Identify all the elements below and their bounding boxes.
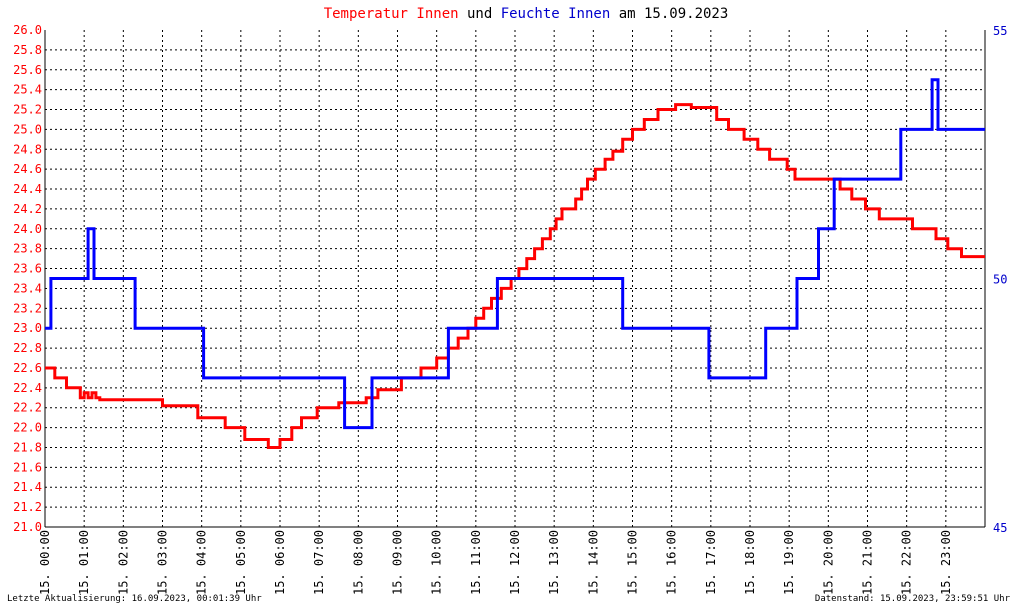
- x-tick-label: 15. 06:00: [273, 530, 287, 595]
- y-left-tick-label: 21.8: [13, 440, 42, 454]
- y-left-tick-label: 23.6: [13, 262, 42, 276]
- y-left-tick-label: 23.4: [13, 281, 42, 295]
- x-tick-label: 15. 08:00: [351, 530, 365, 595]
- y-left-tick-label: 21.2: [13, 500, 42, 514]
- y-left-tick-label: 25.2: [13, 103, 42, 117]
- y-left-tick-label: 25.6: [13, 63, 42, 77]
- temperature-line: [45, 103, 985, 449]
- title-part: Temperatur Innen: [324, 6, 459, 22]
- y-left-tick-label: 24.8: [13, 142, 42, 156]
- x-tick-label: 15. 15:00: [626, 530, 640, 595]
- chart-title: Temperatur Innen und Feuchte Innen am 15…: [324, 6, 729, 22]
- x-tick-label: 15. 22:00: [900, 530, 914, 595]
- footer-left: Letzte Aktualisierung: 16.09.2023, 00:01…: [7, 594, 262, 604]
- y-left-tick-label: 23.2: [13, 301, 42, 315]
- humidity-line: [45, 78, 985, 430]
- x-tick-label: 15. 04:00: [195, 530, 209, 595]
- x-tick-label: 15. 01:00: [77, 530, 91, 595]
- x-tick-label: 15. 21:00: [861, 530, 875, 595]
- y-left-tick-label: 23.0: [13, 321, 42, 335]
- y-left-tick-label: 23.8: [13, 242, 42, 256]
- y-left-tick-label: 21.0: [13, 520, 42, 534]
- y-left-tick-label: 25.0: [13, 122, 42, 136]
- y-left-tick-label: 24.0: [13, 222, 42, 236]
- y-left-tick-label: 24.6: [13, 162, 42, 176]
- y-left-tick-label: 25.8: [13, 43, 42, 57]
- series-layer: [45, 78, 985, 449]
- title-part: am 15.09.2023: [610, 6, 728, 22]
- y-left-tick-label: 24.2: [13, 202, 42, 216]
- axes: [44, 30, 986, 528]
- x-tick-label: 15. 07:00: [312, 530, 326, 595]
- x-tick-label: 15. 00:00: [38, 530, 52, 595]
- x-tick-label: 15. 12:00: [508, 530, 522, 595]
- footer-right: Datenstand: 15.09.2023, 23:59:51 Uhr: [815, 594, 1011, 604]
- grid: [45, 30, 985, 527]
- x-tick-label: 15. 19:00: [782, 530, 796, 595]
- x-tick-label: 15. 16:00: [665, 530, 679, 595]
- y-left-tick-label: 24.4: [13, 182, 42, 196]
- y-left-tick-label: 22.2: [13, 401, 42, 415]
- y-right-tick-label: 45: [993, 521, 1007, 535]
- y-left-tick-label: 22.8: [13, 341, 42, 355]
- title-part: Feuchte Innen: [501, 6, 611, 22]
- x-tick-label: 15. 18:00: [743, 530, 757, 595]
- y-left-tick-label: 25.4: [13, 83, 42, 97]
- x-tick-label: 15. 11:00: [469, 530, 483, 595]
- x-tick-label: 15. 17:00: [704, 530, 718, 595]
- x-tick-label: 15. 10:00: [430, 530, 444, 595]
- x-tick-label: 15. 14:00: [586, 530, 600, 595]
- x-tick-label: 15. 20:00: [821, 530, 835, 595]
- y-left-tick-label: 22.0: [13, 421, 42, 435]
- y-left-tick-label: 22.4: [13, 381, 42, 395]
- y-right-tick-label: 55: [993, 24, 1007, 38]
- x-tick-label: 15. 23:00: [939, 530, 953, 595]
- y-left-tick-label: 26.0: [13, 23, 42, 37]
- tick-labels: 21.0 21.2 21.4 21.6 21.8 22.0 22.2 22.4 22.6 22.8…: [13, 23, 1007, 595]
- y-left-tick-label: 22.6: [13, 361, 42, 375]
- x-tick-label: 15. 03:00: [156, 530, 170, 595]
- x-tick-label: 15. 13:00: [547, 530, 561, 595]
- y-right-tick-label: 50: [993, 273, 1007, 287]
- x-tick-label: 15. 09:00: [391, 530, 405, 595]
- y-left-tick-label: 21.6: [13, 460, 42, 474]
- x-tick-label: 15. 05:00: [234, 530, 248, 595]
- title-part: und: [459, 6, 501, 22]
- y-left-tick-label: 21.4: [13, 480, 42, 494]
- x-tick-label: 15. 02:00: [116, 530, 130, 595]
